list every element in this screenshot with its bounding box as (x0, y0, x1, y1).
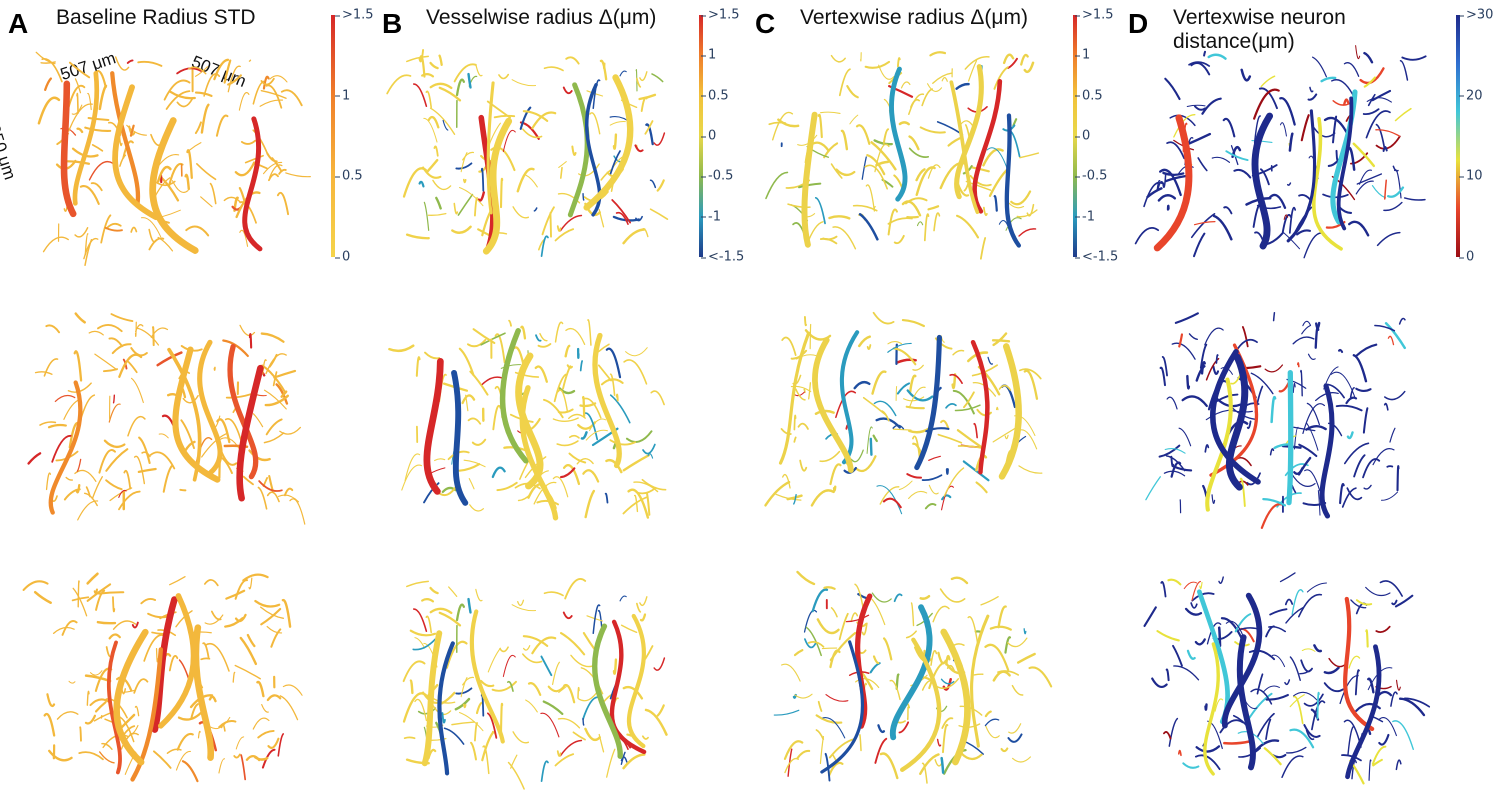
vessel-render-b-row2 (388, 319, 667, 521)
colorbar-tick: 20 (1459, 88, 1483, 104)
colorbar-tick: -0.5 (700, 168, 734, 184)
vessel-render-a-row2 (27, 312, 306, 525)
colorbar-tick: 10 (1459, 168, 1483, 184)
colorbar-tick: 0 (700, 128, 717, 144)
panel-letter-d: D (1128, 8, 1149, 39)
vessel-render-d-row2 (1145, 311, 1406, 529)
vessel-render-c-row3 (773, 570, 1053, 784)
colorbar-d-ticks: >30 20 10 0 (1458, 8, 1500, 265)
colorbar-tick: 0 (1074, 128, 1091, 144)
vessel-render-c-row1 (765, 51, 1040, 260)
colorbar-tick: 0.5 (335, 168, 363, 184)
vessel-render-d-row3 (1143, 572, 1431, 785)
colorbar-tick: 0 (334, 249, 351, 265)
panel-letter-a: A (8, 8, 29, 39)
colorbar-tick: -0.5 (1074, 168, 1108, 184)
panel-letter-b: B (382, 8, 403, 39)
colorbar-tick: 1 (334, 88, 351, 104)
colorbar-tick: <-1.5 (1074, 249, 1119, 265)
vessel-render-d-row1 (1134, 45, 1427, 259)
colorbar-tick: 1 (1074, 47, 1091, 63)
vessel-render-a-row1 (35, 51, 311, 267)
colorbar-c-ticks: >1.5 1 0.5 0 -0.5 -1 <-1.5 (1074, 8, 1128, 265)
colorbar-b-ticks: >1.5 1 0.5 0 -0.5 -1 <-1.5 (700, 8, 754, 265)
colorbar-tick: >1.5 (1075, 7, 1114, 23)
vessel-render-c-row2 (764, 311, 1043, 515)
panel-letter-c: C (755, 8, 776, 39)
panel-title-c: Vertexwise radius Δ(μm) (800, 6, 1029, 29)
colorbar-tick: 1 (700, 47, 717, 63)
panel-title-d-line2: distance(μm) (1173, 30, 1295, 53)
vessel-render-a-row3 (22, 572, 303, 783)
colorbar-tick: 0.5 (1075, 88, 1103, 104)
colorbar-tick: 0 (1458, 249, 1475, 265)
vessel-render-b-row3 (402, 578, 668, 790)
colorbar-tick: >1.5 (335, 7, 374, 23)
colorbar-tick: >30 (1458, 7, 1494, 23)
colorbar-d (1456, 15, 1460, 257)
colorbar-a (331, 15, 335, 257)
colorbar-tick: <-1.5 (700, 249, 745, 265)
colorbar-tick: >1.5 (701, 7, 740, 23)
panel-title-a: Baseline Radius STD (56, 6, 256, 29)
vessel-render-b-row1 (386, 49, 669, 258)
colorbar-tick: 0.5 (701, 88, 729, 104)
panel-title-d: Vertexwise neuron distance(μm) (1173, 6, 1346, 54)
panel-title-d-line1: Vertexwise neuron (1173, 6, 1346, 29)
colorbar-tick: -1 (1075, 209, 1095, 225)
colorbar-a-ticks: >1.5 1 0.5 0 (334, 8, 388, 265)
panel-title-b: Vesselwise radius Δ(μm) (426, 6, 657, 29)
colorbar-tick: -1 (701, 209, 721, 225)
